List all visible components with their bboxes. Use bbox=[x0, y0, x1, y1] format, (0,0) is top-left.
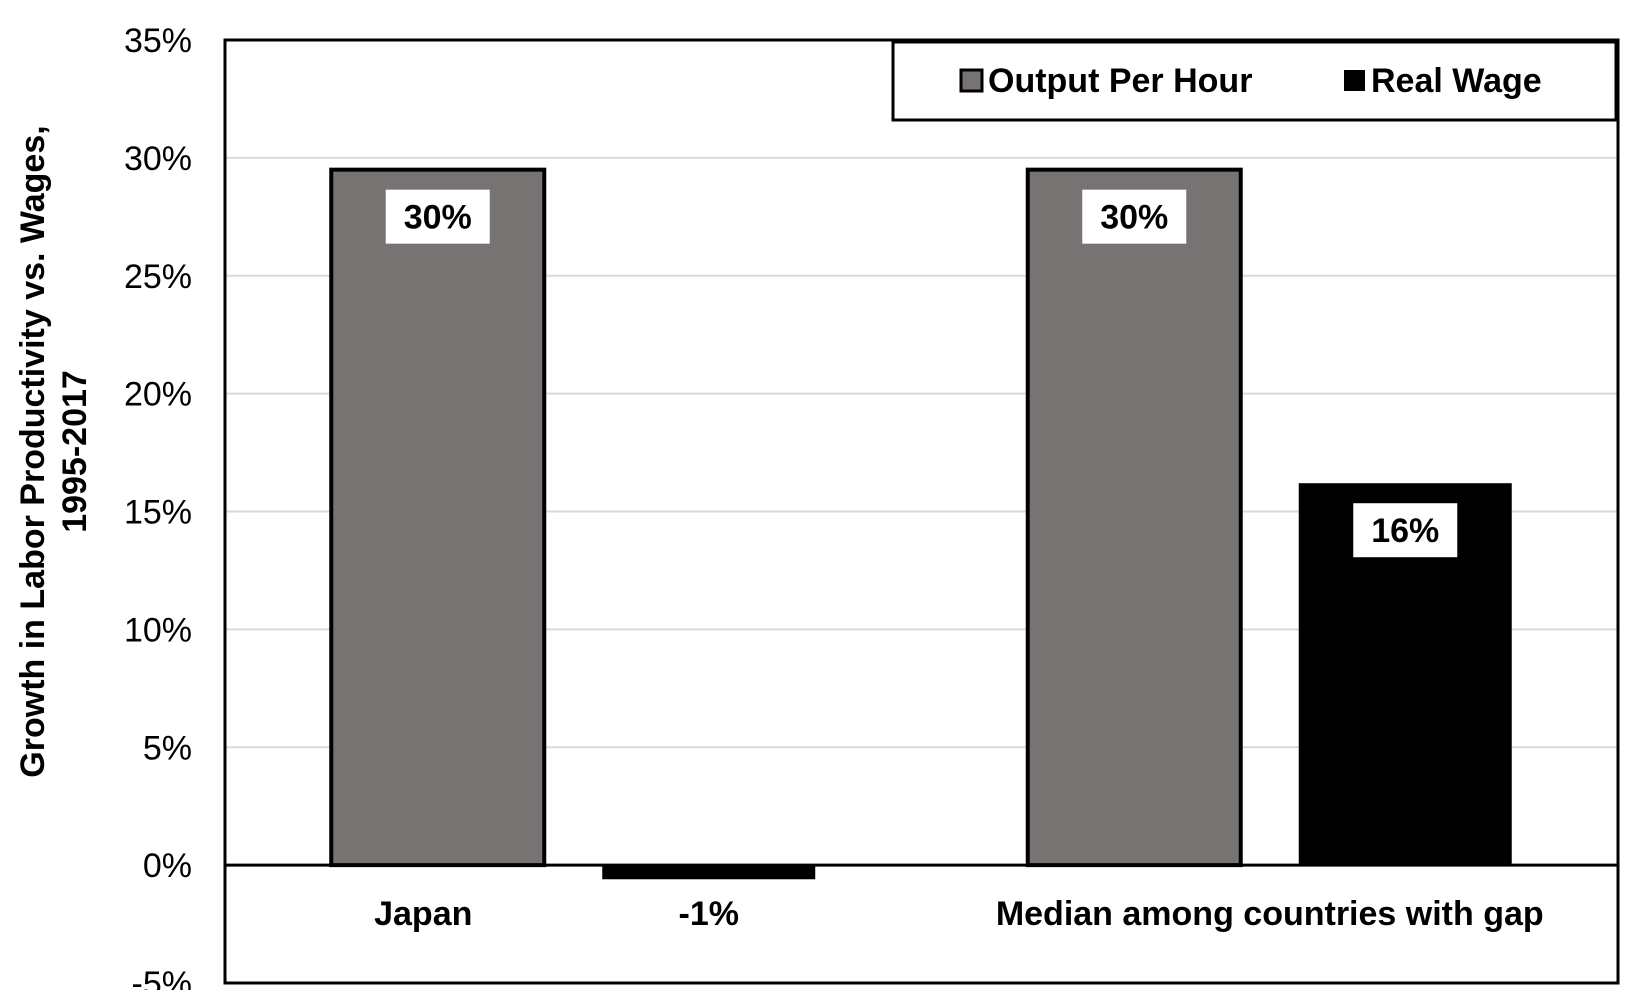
category-label: Japan bbox=[374, 895, 472, 933]
legend-box bbox=[891, 40, 1618, 122]
y-tick-label: 5% bbox=[143, 729, 192, 767]
data-label: 16% bbox=[1371, 512, 1439, 550]
legend-label: Output Per Hour bbox=[988, 62, 1252, 100]
data-label-box bbox=[385, 189, 490, 244]
bar-output-per-hour bbox=[329, 167, 547, 868]
y-tick-label: 30% bbox=[124, 140, 192, 178]
data-label: 30% bbox=[404, 199, 472, 237]
data-label: -1% bbox=[679, 895, 739, 933]
y-tick-labels: -5% 0% 5% 10% 15% 20% 25% 30% 35% bbox=[124, 22, 192, 990]
legend-swatch bbox=[1344, 70, 1365, 91]
y-tick-label: 20% bbox=[124, 376, 192, 414]
data-label-box bbox=[1353, 503, 1458, 558]
data-labels: 30% 30% -1% 16% bbox=[385, 189, 1458, 933]
bar-real-wage bbox=[602, 865, 816, 880]
bar-output-per-hour bbox=[1025, 167, 1243, 868]
y-axis-label-line: 1995-2017 bbox=[56, 370, 94, 533]
legend-swatch bbox=[959, 68, 984, 93]
y-tick-label: -5% bbox=[132, 965, 192, 990]
y-tick-label: 35% bbox=[124, 22, 192, 60]
data-label: 30% bbox=[1100, 199, 1168, 237]
y-tick-label: 25% bbox=[124, 258, 192, 296]
y-tick-label: 0% bbox=[143, 847, 192, 885]
y-tick-label: 10% bbox=[124, 611, 192, 649]
plot-frame bbox=[223, 38, 1620, 985]
y-axis-label-line: Growth in Labor Productivity vs. Wages, bbox=[14, 125, 52, 777]
legend-label: Real Wage bbox=[1371, 62, 1542, 100]
category-label: Median among countries with gap bbox=[996, 895, 1544, 933]
category-labels: Japan Median among countries with gap bbox=[374, 895, 1544, 933]
y-tick-label: 15% bbox=[124, 494, 192, 532]
data-label-box bbox=[1082, 189, 1187, 244]
y-axis-label: Growth in Labor Productivity vs. Wages, 1… bbox=[14, 125, 94, 777]
legend: Output Per Hour Real Wage bbox=[891, 40, 1618, 122]
